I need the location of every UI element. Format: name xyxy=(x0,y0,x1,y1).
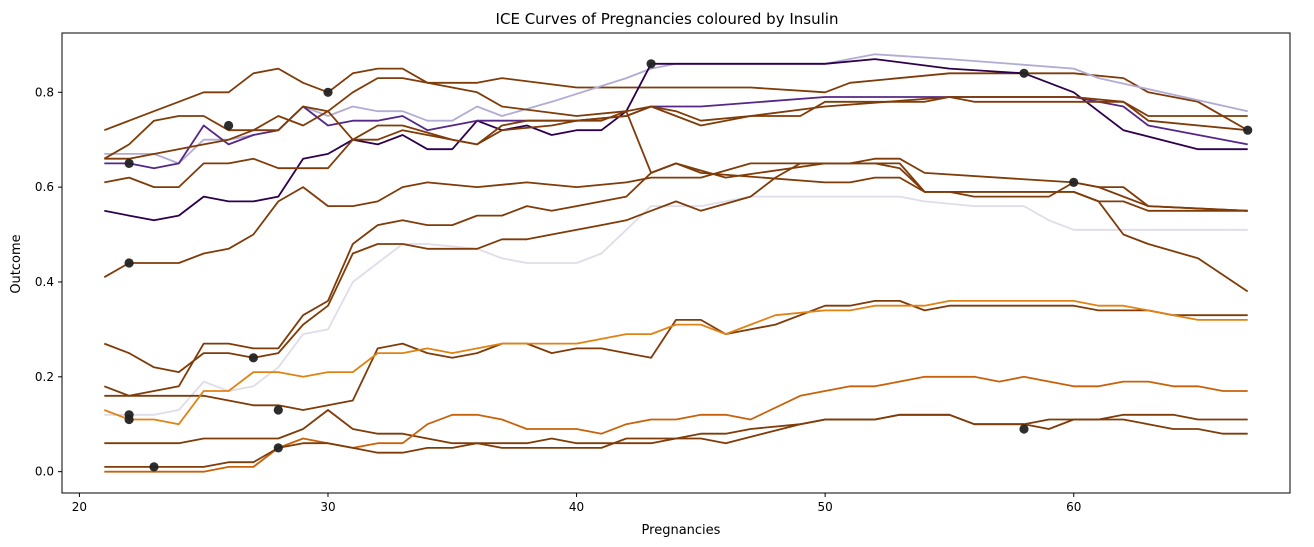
ice-curve-10 xyxy=(103,162,1249,373)
y-tick-label: 0.8 xyxy=(35,85,54,99)
x-axis-label: Pregnancies xyxy=(642,523,721,538)
ice-curve-13 xyxy=(103,300,1248,426)
ice-curve-7 xyxy=(104,110,1248,212)
y-axis: 0.0 0.2 0.4 0.6 0.8 xyxy=(35,85,62,479)
ice-curve-3 xyxy=(104,58,1248,222)
observation-marker-15 xyxy=(1019,424,1029,434)
observation-marker-2 xyxy=(224,120,234,131)
marker-layer xyxy=(124,59,1253,472)
observation-marker-14 xyxy=(273,443,283,453)
x-tick-label: 20 xyxy=(72,500,87,514)
x-tick-label: 60 xyxy=(1066,500,1081,514)
ice-curve-12 xyxy=(104,300,1248,411)
y-tick-label: 0.2 xyxy=(35,370,54,384)
ice-curve-15 xyxy=(104,375,1248,473)
observation-marker-8 xyxy=(1069,177,1079,187)
plot-area xyxy=(61,32,1291,494)
y-tick-label: 0.4 xyxy=(35,275,54,289)
x-tick-label: 50 xyxy=(818,500,833,514)
plot-frame xyxy=(61,32,1291,494)
chart-title: ICE Curves of Pregnancies coloured by In… xyxy=(496,10,839,28)
observation-marker-11 xyxy=(124,414,134,425)
observation-marker-3 xyxy=(323,87,333,97)
y-axis-label: Outcome xyxy=(9,234,24,293)
ice-curve-8 xyxy=(103,157,1248,278)
ice-curve-16 xyxy=(104,413,1248,468)
observation-marker-13 xyxy=(149,462,159,472)
ice-curve-6 xyxy=(104,96,1248,160)
observation-marker-1 xyxy=(124,158,134,168)
observation-marker-4 xyxy=(646,59,656,69)
x-tick-label: 40 xyxy=(569,500,584,514)
ice-curve-2 xyxy=(104,53,1248,165)
ice-curve-4 xyxy=(104,96,1248,170)
observation-marker-12 xyxy=(273,405,283,415)
observation-marker-9 xyxy=(248,353,258,363)
observation-marker-7 xyxy=(124,258,134,268)
ice-curve-11 xyxy=(103,162,1248,397)
observation-marker-6 xyxy=(1243,125,1253,135)
x-axis: 20 30 40 50 60 xyxy=(72,493,1081,514)
ice-curve-5 xyxy=(103,77,1248,160)
y-tick-label: 0.0 xyxy=(35,465,54,479)
y-tick-label: 0.6 xyxy=(35,180,54,194)
series-layer xyxy=(103,53,1249,473)
observation-marker-5 xyxy=(1019,68,1029,78)
ice-curve-1 xyxy=(103,67,1249,132)
x-tick-label: 30 xyxy=(320,500,335,514)
